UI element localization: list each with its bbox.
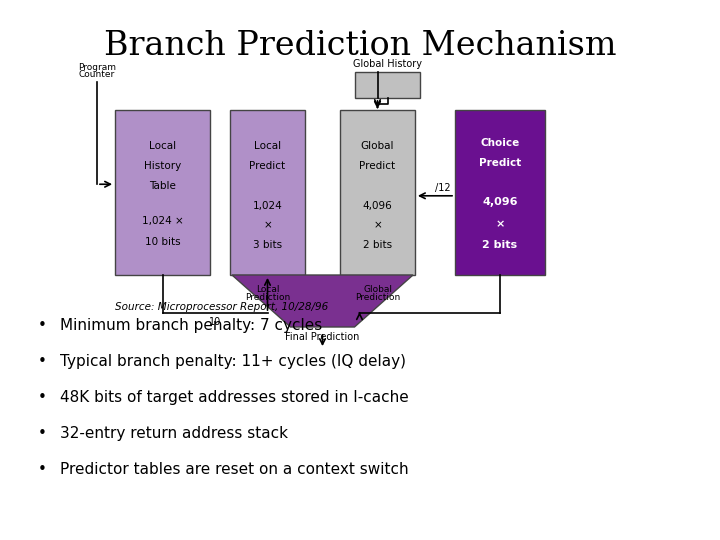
Text: 4,096: 4,096 bbox=[363, 201, 392, 211]
Bar bbox=[230, 110, 305, 275]
Text: Predict: Predict bbox=[359, 161, 395, 171]
Text: 2 bits: 2 bits bbox=[482, 240, 518, 251]
Text: 10: 10 bbox=[209, 317, 221, 327]
Text: Minimum branch penalty: 7 cycles: Minimum branch penalty: 7 cycles bbox=[60, 318, 323, 333]
Text: Counter: Counter bbox=[79, 70, 115, 79]
Text: Local: Local bbox=[256, 285, 279, 294]
Polygon shape bbox=[232, 275, 413, 327]
Text: Global: Global bbox=[361, 141, 395, 151]
Text: •: • bbox=[37, 462, 46, 477]
Bar bbox=[355, 72, 420, 98]
Text: Local: Local bbox=[149, 141, 176, 151]
Text: /12: /12 bbox=[435, 183, 451, 193]
Text: ×: × bbox=[373, 220, 382, 231]
Text: Predictor tables are reset on a context switch: Predictor tables are reset on a context … bbox=[60, 462, 409, 477]
Bar bbox=[455, 110, 545, 275]
Text: Prediction: Prediction bbox=[355, 293, 400, 302]
Text: History: History bbox=[144, 161, 181, 171]
Text: Source: Microprocessor Report, 10/28/96: Source: Microprocessor Report, 10/28/96 bbox=[115, 302, 328, 312]
Text: •: • bbox=[37, 354, 46, 369]
Text: •: • bbox=[37, 318, 46, 333]
Text: Prediction: Prediction bbox=[245, 293, 290, 302]
Text: Table: Table bbox=[149, 181, 176, 191]
Text: Final Prediction: Final Prediction bbox=[285, 332, 360, 342]
Text: 10 bits: 10 bits bbox=[145, 237, 180, 247]
Text: Global: Global bbox=[363, 285, 392, 294]
Text: 2 bits: 2 bits bbox=[363, 240, 392, 251]
Text: ×: × bbox=[263, 220, 272, 231]
Text: Choice: Choice bbox=[480, 138, 520, 148]
Text: 48K bits of target addresses stored in I-cache: 48K bits of target addresses stored in I… bbox=[60, 390, 409, 405]
Text: Global History: Global History bbox=[353, 59, 422, 69]
Text: Predict: Predict bbox=[479, 158, 521, 168]
Text: Program: Program bbox=[78, 63, 116, 72]
Text: 1,024: 1,024 bbox=[253, 201, 282, 211]
Text: 3 bits: 3 bits bbox=[253, 240, 282, 251]
Text: Predict: Predict bbox=[249, 161, 286, 171]
Text: 32-entry return address stack: 32-entry return address stack bbox=[60, 426, 288, 441]
Text: Branch Prediction Mechanism: Branch Prediction Mechanism bbox=[104, 30, 616, 62]
Text: 4,096: 4,096 bbox=[482, 198, 518, 207]
Text: Typical branch penalty: 11+ cycles (IQ delay): Typical branch penalty: 11+ cycles (IQ d… bbox=[60, 354, 406, 369]
Text: Local: Local bbox=[254, 141, 281, 151]
Text: •: • bbox=[37, 390, 46, 405]
Bar bbox=[115, 110, 210, 275]
Text: 1,024 ×: 1,024 × bbox=[142, 215, 184, 226]
Text: •: • bbox=[37, 426, 46, 441]
Bar bbox=[340, 110, 415, 275]
Text: ×: × bbox=[495, 219, 505, 229]
